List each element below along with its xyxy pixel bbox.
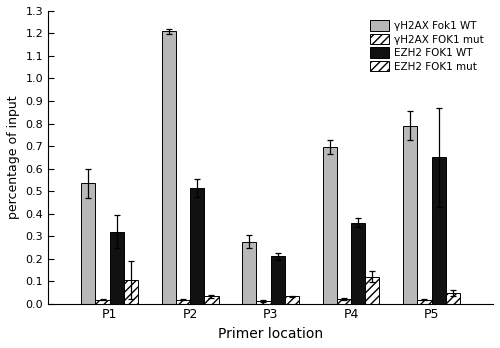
Y-axis label: percentage of input: percentage of input xyxy=(7,95,20,219)
Bar xyxy=(322,147,337,304)
Bar xyxy=(403,126,417,304)
Bar xyxy=(204,296,218,304)
Bar xyxy=(124,280,138,304)
Bar xyxy=(366,277,380,304)
Bar xyxy=(337,299,351,304)
Bar xyxy=(162,31,176,304)
Bar xyxy=(351,223,366,304)
Bar xyxy=(418,300,432,304)
Legend: γH2AX Fok1 WT, γH2AX FOK1 mut, EZH2 FOK1 WT, EZH2 FOK1 mut: γH2AX Fok1 WT, γH2AX FOK1 mut, EZH2 FOK1… xyxy=(366,16,488,76)
Bar xyxy=(190,188,204,304)
Bar xyxy=(285,296,299,304)
Bar xyxy=(176,300,190,304)
Bar xyxy=(110,231,124,304)
X-axis label: Primer location: Primer location xyxy=(218,327,323,341)
Bar xyxy=(270,256,285,304)
Bar xyxy=(446,293,460,304)
Bar xyxy=(81,183,96,304)
Bar xyxy=(242,242,256,304)
Bar xyxy=(256,301,270,304)
Bar xyxy=(432,157,446,304)
Bar xyxy=(96,300,110,304)
